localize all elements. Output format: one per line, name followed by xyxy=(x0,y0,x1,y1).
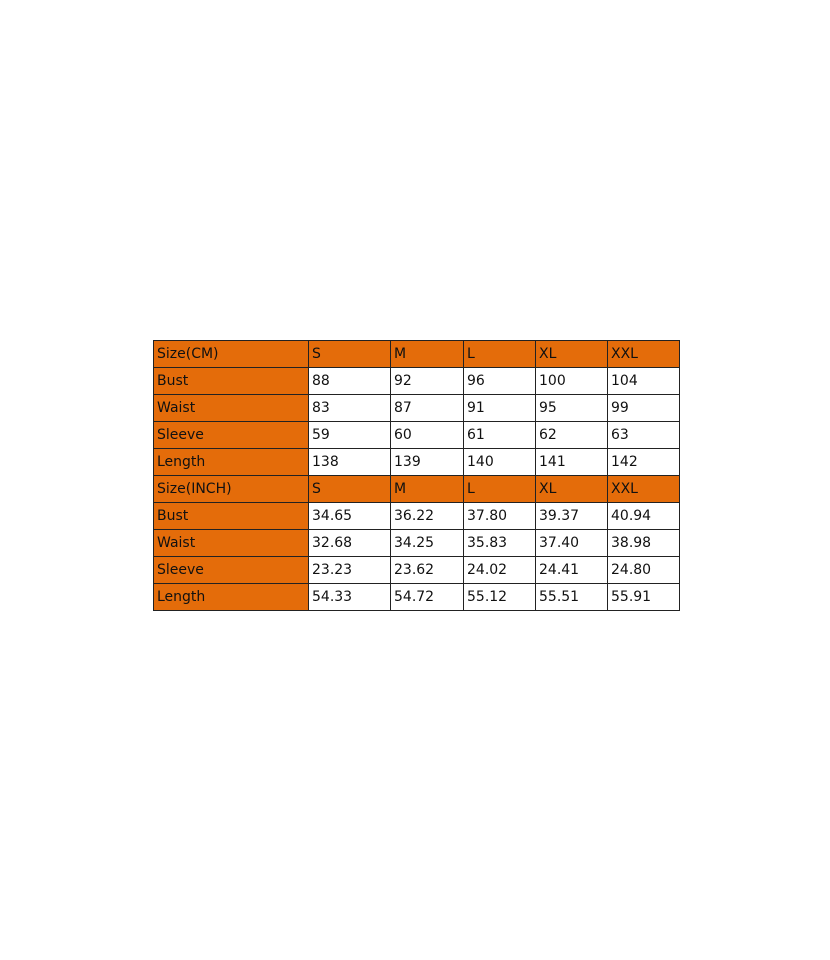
header-cell: L xyxy=(463,340,536,368)
table-row: Bust 88 92 96 100 104 xyxy=(153,367,680,395)
row-label-cell: Length xyxy=(153,583,309,611)
value-cell: 40.94 xyxy=(607,502,680,530)
header-cell: L xyxy=(463,475,536,503)
value-cell: 54.33 xyxy=(308,583,391,611)
row-label-cell: Bust xyxy=(153,502,309,530)
header-cell: XXL xyxy=(607,475,680,503)
value-cell: 37.40 xyxy=(535,529,608,557)
table-row: Length 54.33 54.72 55.12 55.51 55.91 xyxy=(153,583,680,611)
value-cell: 96 xyxy=(463,367,536,395)
value-cell: 92 xyxy=(390,367,464,395)
row-label-cell: Length xyxy=(153,448,309,476)
value-cell: 140 xyxy=(463,448,536,476)
value-cell: 139 xyxy=(390,448,464,476)
row-label-cell: Sleeve xyxy=(153,556,309,584)
value-cell: 55.91 xyxy=(607,583,680,611)
value-cell: 138 xyxy=(308,448,391,476)
value-cell: 91 xyxy=(463,394,536,422)
header-cell: XL xyxy=(535,340,608,368)
value-cell: 34.25 xyxy=(390,529,464,557)
table-row: Length 138 139 140 141 142 xyxy=(153,448,680,476)
value-cell: 34.65 xyxy=(308,502,391,530)
value-cell: 99 xyxy=(607,394,680,422)
value-cell: 37.80 xyxy=(463,502,536,530)
value-cell: 54.72 xyxy=(390,583,464,611)
value-cell: 104 xyxy=(607,367,680,395)
value-cell: 63 xyxy=(607,421,680,449)
value-cell: 38.98 xyxy=(607,529,680,557)
value-cell: 141 xyxy=(535,448,608,476)
table-row: Waist 32.68 34.25 35.83 37.40 38.98 xyxy=(153,529,680,557)
header-cell: M xyxy=(390,475,464,503)
value-cell: 88 xyxy=(308,367,391,395)
table-row: Bust 34.65 36.22 37.80 39.37 40.94 xyxy=(153,502,680,530)
table-row: Sleeve 59 60 61 62 63 xyxy=(153,421,680,449)
header-cell: Size(CM) xyxy=(153,340,309,368)
table-row: Waist 83 87 91 95 99 xyxy=(153,394,680,422)
header-cell: S xyxy=(308,340,391,368)
size-chart-table: Size(CM) S M L XL XXL Bust 88 92 96 100 104 Waist 83 8… xyxy=(153,340,680,611)
value-cell: 61 xyxy=(463,421,536,449)
value-cell: 24.02 xyxy=(463,556,536,584)
value-cell: 95 xyxy=(535,394,608,422)
value-cell: 23.23 xyxy=(308,556,391,584)
table-row: Sleeve 23.23 23.62 24.02 24.41 24.80 xyxy=(153,556,680,584)
value-cell: 100 xyxy=(535,367,608,395)
value-cell: 87 xyxy=(390,394,464,422)
value-cell: 55.12 xyxy=(463,583,536,611)
row-label-cell: Bust xyxy=(153,367,309,395)
value-cell: 55.51 xyxy=(535,583,608,611)
header-row-cm: Size(CM) S M L XL XXL xyxy=(153,340,680,368)
header-row-inch: Size(INCH) S M L XL XXL xyxy=(153,475,680,503)
header-cell: S xyxy=(308,475,391,503)
header-cell: M xyxy=(390,340,464,368)
value-cell: 142 xyxy=(607,448,680,476)
value-cell: 39.37 xyxy=(535,502,608,530)
value-cell: 32.68 xyxy=(308,529,391,557)
row-label-cell: Sleeve xyxy=(153,421,309,449)
value-cell: 60 xyxy=(390,421,464,449)
row-label-cell: Waist xyxy=(153,529,309,557)
value-cell: 62 xyxy=(535,421,608,449)
header-cell: Size(INCH) xyxy=(153,475,309,503)
value-cell: 83 xyxy=(308,394,391,422)
value-cell: 24.41 xyxy=(535,556,608,584)
value-cell: 36.22 xyxy=(390,502,464,530)
header-cell: XXL xyxy=(607,340,680,368)
value-cell: 35.83 xyxy=(463,529,536,557)
value-cell: 23.62 xyxy=(390,556,464,584)
header-cell: XL xyxy=(535,475,608,503)
value-cell: 24.80 xyxy=(607,556,680,584)
value-cell: 59 xyxy=(308,421,391,449)
row-label-cell: Waist xyxy=(153,394,309,422)
